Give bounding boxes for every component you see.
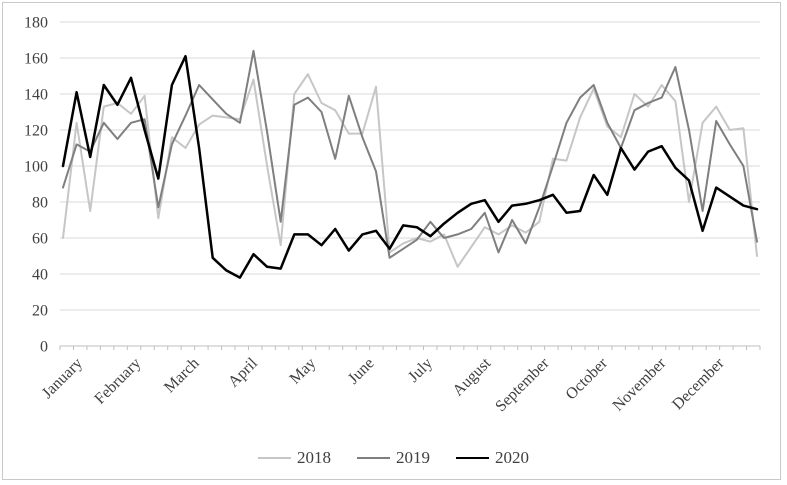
legend-label: 2019 bbox=[396, 448, 430, 467]
legend-item-2018: 2018 bbox=[258, 449, 331, 466]
chart-border bbox=[2, 2, 781, 480]
x-axis-label-september: September bbox=[492, 354, 553, 415]
series-line-2019 bbox=[62, 49, 758, 259]
legend-line-icon-2019 bbox=[357, 456, 390, 459]
x-axis-label-march: March bbox=[161, 355, 203, 397]
legend-line-icon-2018 bbox=[258, 456, 291, 459]
legend-label: 2018 bbox=[297, 448, 331, 467]
x-axis-label-october: October bbox=[563, 354, 612, 403]
x-axis bbox=[59, 345, 761, 350]
x-axis-label-december: December bbox=[669, 354, 728, 413]
x-axis-labels: January February March April May June July Augu… bbox=[39, 354, 728, 415]
x-axis-label-january: January bbox=[39, 355, 86, 402]
y-axis-label: 160 bbox=[24, 51, 48, 68]
x-axis-label-april: April bbox=[225, 354, 261, 390]
x-axis-label-august: August bbox=[450, 354, 495, 399]
x-axis-label-june: June bbox=[345, 355, 378, 388]
legend-line-icon-2020 bbox=[456, 456, 489, 459]
y-axis-label: 140 bbox=[24, 87, 48, 104]
legend-label: 2020 bbox=[495, 448, 529, 467]
y-axis-label: 40 bbox=[32, 267, 48, 284]
y-axis-label: 100 bbox=[24, 159, 48, 176]
legend-item-2019: 2019 bbox=[357, 449, 430, 466]
y-axis-label: 20 bbox=[32, 303, 48, 320]
legend-item-2020: 2020 bbox=[456, 449, 529, 466]
gridlines bbox=[60, 21, 760, 311]
y-axis-label: 0 bbox=[40, 339, 48, 356]
y-axis-label: 60 bbox=[32, 231, 48, 248]
y-axis-label: 80 bbox=[32, 195, 48, 212]
series-line-2018 bbox=[62, 73, 758, 268]
series-line-2020 bbox=[61, 54, 759, 279]
x-axis-label-november: November bbox=[610, 354, 670, 414]
y-axis-label: 180 bbox=[24, 15, 48, 32]
y-axis-label: 120 bbox=[24, 123, 48, 140]
x-axis-label-february: February bbox=[91, 355, 144, 408]
y-axis-labels: 0 20 40 60 80 100 120 140 160 180 bbox=[24, 15, 48, 356]
x-axis-label-may: May bbox=[287, 355, 320, 388]
chart-legend: 2018 2019 2020 bbox=[0, 449, 787, 466]
x-axis-label-july: July bbox=[405, 355, 436, 386]
